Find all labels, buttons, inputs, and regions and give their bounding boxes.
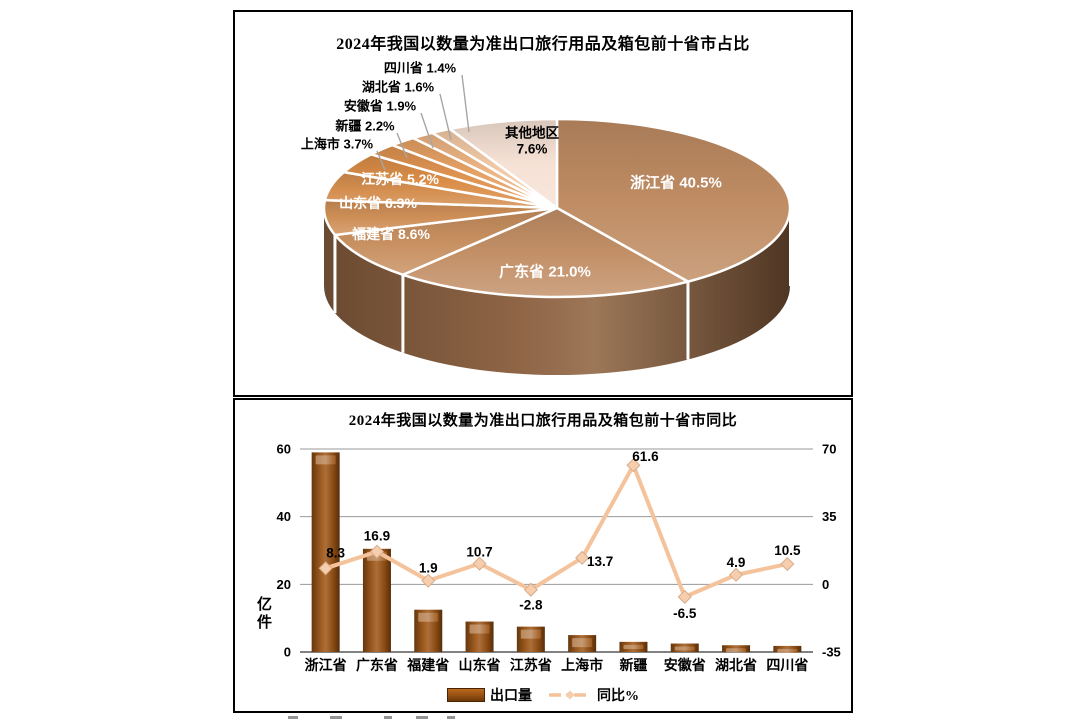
- line-value-label-9: 10.5: [774, 543, 801, 558]
- pie-slice-label-9: 四川省 1.4%: [383, 60, 457, 76]
- bar-bevel-8: [726, 648, 747, 653]
- left-axis-tick-40: 40: [277, 509, 291, 524]
- combo-chart: 0 20 40 60 -35 0 35 70 8.3 16.9 1.9 10.7 -2.8 13.7 61.…: [277, 442, 841, 675]
- category-label-0: 浙江省: [305, 657, 347, 674]
- category-label-1: 广东省: [356, 657, 398, 674]
- bar-1: [362, 548, 391, 652]
- right-axis-tick--35: -35: [822, 645, 841, 660]
- line-series: [323, 463, 790, 599]
- combo-chart-panel: 2024年我国以数量为准出口旅行用品及箱包前十省市同比 0 20 40 60 -35 0 3…: [233, 398, 853, 713]
- line-marker-0: [318, 561, 333, 576]
- left-axis-title: 亿件: [257, 597, 273, 631]
- pie-slice-label-5: 上海市 3.7%: [300, 136, 374, 152]
- leader-line-9: [461, 74, 470, 133]
- line-marker-2: [421, 573, 436, 588]
- pie-slice-2: [333, 206, 559, 277]
- left-axis-tick-60: 60: [277, 442, 291, 457]
- pie-slice-label-2: 福建省 8.6%: [352, 225, 430, 242]
- category-label-6: 新疆: [619, 657, 647, 674]
- pie-slice-label-8: 湖北省 1.6%: [361, 79, 435, 95]
- line-marker-5: [575, 550, 590, 565]
- line-marker-6: [626, 458, 641, 473]
- category-label-2: 福建省: [406, 657, 449, 674]
- clipped-text-remnant: [288, 716, 298, 719]
- bar-bevel-7: [674, 646, 695, 651]
- bar-bevel-4: [520, 629, 541, 639]
- line-value-label-4: -2.8: [519, 598, 543, 613]
- legend-item-yoy: 同比%: [548, 685, 639, 705]
- bar-swatch-icon: [447, 688, 485, 702]
- left-axis-tick-20: 20: [277, 577, 291, 592]
- category-label-5: 上海市: [561, 657, 603, 674]
- chart-legend: 出口量 同比%: [235, 685, 851, 705]
- pie-labels-layer: 浙江省 40.5% 广东省 21.0% 福建省 8.6% 山东省 6.3% 江苏省 5.…: [235, 12, 851, 395]
- category-label-8: 湖北省: [715, 657, 757, 674]
- pie-slice-1: [401, 206, 690, 299]
- leader-line-6: [396, 132, 408, 159]
- pie-slice-label-0: 浙江省 40.5%: [630, 174, 722, 192]
- line-marker-3: [472, 556, 487, 571]
- clipped-text-remnant: [330, 716, 342, 719]
- line-value-label-7: -6.5: [673, 606, 697, 621]
- line-marker-9: [780, 556, 795, 572]
- legend-label: 同比%: [597, 689, 639, 704]
- line-value-label-6: 61.6: [632, 449, 659, 464]
- line-value-label-5: 13.7: [587, 554, 613, 569]
- line-marker-7: [677, 589, 692, 604]
- category-label-9: 四川省: [766, 657, 808, 674]
- legend-label: 出口量: [490, 689, 532, 704]
- category-label-4: 江苏省: [510, 657, 552, 674]
- pie-slice-label-10: 其他地区 7.6%: [505, 125, 559, 156]
- right-axis-tick-35: 35: [822, 509, 836, 524]
- pie-chart: [322, 74, 792, 375]
- leader-line-8: [439, 93, 452, 141]
- pie-slice-label-7: 安徽省 1.9%: [343, 98, 417, 114]
- pie-chart-title: 2024年我国以数量为准出口旅行用品及箱包前十省市占比: [336, 36, 750, 53]
- category-label-3: 山东省: [459, 657, 501, 674]
- left-axis-tick-0: 0: [284, 645, 291, 660]
- line-value-label-1: 16.9: [364, 529, 390, 544]
- clipped-text-remnant: [384, 716, 392, 719]
- pie-3d-rim: [324, 208, 790, 375]
- bar-bevel-6: [623, 644, 644, 649]
- line-marker-1: [369, 544, 385, 559]
- line-swatch-icon: [549, 690, 591, 700]
- line-marker-4: [523, 582, 538, 597]
- pie-slice-label-4: 江苏省 5.2%: [361, 170, 439, 187]
- pie-chart-panel: 2024年我国以数量为准出口旅行用品及箱包前十省市占比 浙江省 40.5% 广东省…: [233, 10, 853, 397]
- pie-slice-label-1: 广东省 21.0%: [499, 263, 591, 281]
- legend-item-export-volume: 出口量: [447, 685, 532, 705]
- right-axis-tick-70: 70: [822, 442, 836, 457]
- bar-bevel-5: [572, 638, 593, 648]
- pie-slice-0: [555, 117, 792, 283]
- bar-0: [311, 452, 340, 652]
- pie-slice-10: [448, 117, 559, 210]
- line-value-label-0: 8.3: [326, 545, 345, 560]
- clipped-text-remnant: [416, 716, 428, 719]
- combo-chart-title: 2024年我国以数量为准出口旅行用品及箱包前十省市同比: [348, 413, 738, 429]
- pie-slice-label-6: 新疆 2.2%: [335, 118, 395, 134]
- right-axis-tick-0: 0: [822, 577, 829, 592]
- leader-line-5: [376, 150, 386, 171]
- leader-line-7: [420, 112, 434, 149]
- line-marker-8: [728, 567, 744, 582]
- clipped-text-remnant: [447, 716, 455, 719]
- bar-bevel-9: [777, 648, 798, 653]
- category-label-7: 安徽省: [664, 657, 706, 674]
- line-value-label-8: 4.9: [727, 555, 746, 570]
- line-value-label-2: 1.9: [419, 561, 438, 576]
- bar-bevel-3: [469, 624, 490, 634]
- pie-slice-label-3: 山东省 6.3%: [339, 194, 417, 211]
- line-value-label-3: 10.7: [466, 545, 492, 560]
- bar-bevel-2: [418, 612, 439, 622]
- bar-bevel-0: [315, 455, 336, 465]
